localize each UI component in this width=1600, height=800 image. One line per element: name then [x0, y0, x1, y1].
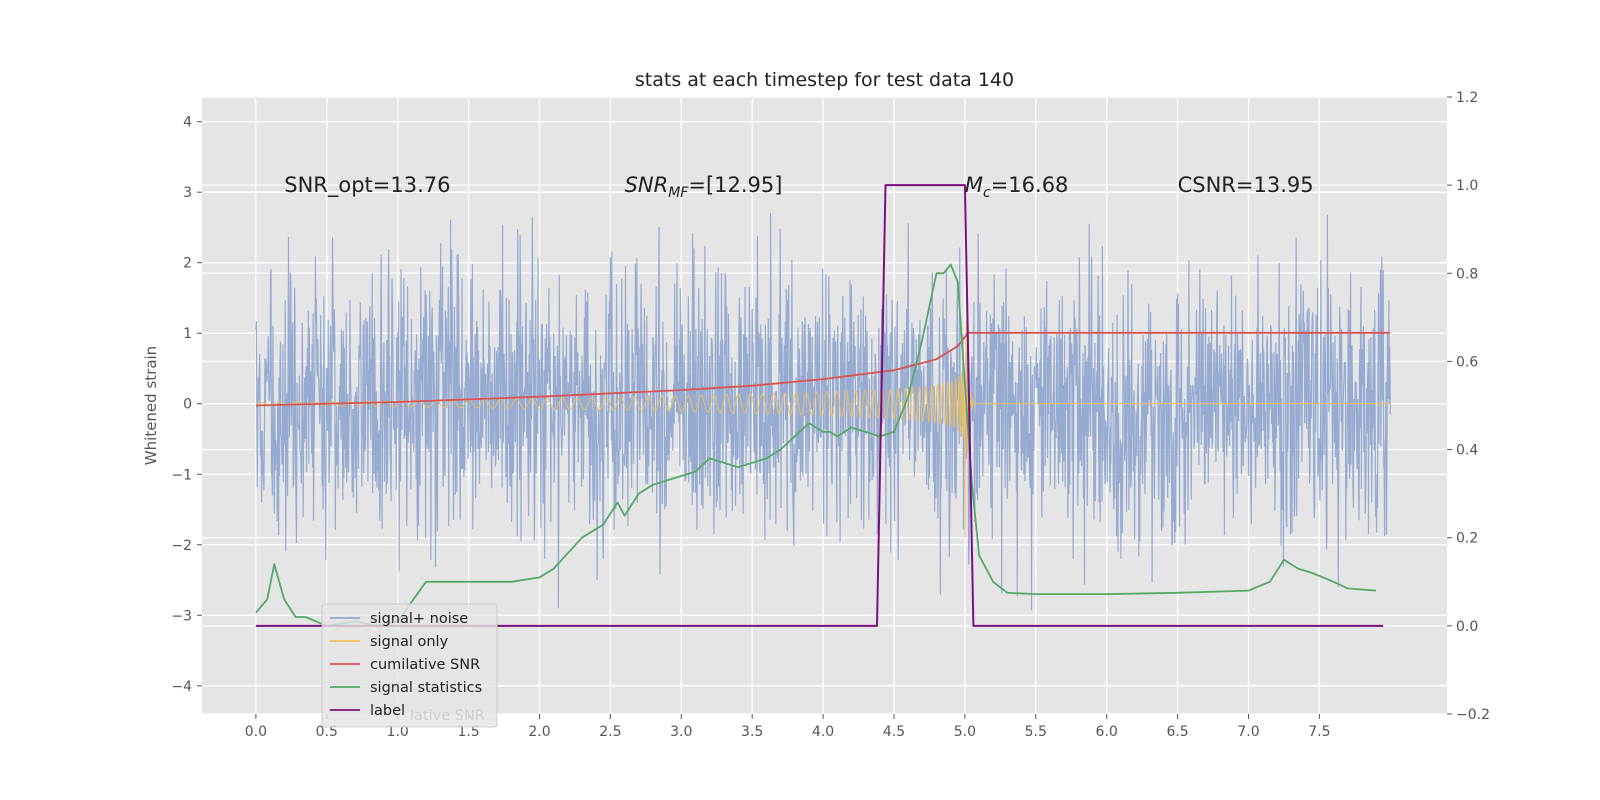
- y-tick-label: 1: [183, 326, 192, 342]
- x-axis: 0.0 0.5 1.0 1.5 2.0 2.5 3.0 3.5 4.0 4.5 5.0 5.5 6.0 6…: [245, 714, 1331, 740]
- x-tick-label: 6.5: [1166, 724, 1188, 740]
- x-tick-label: 4.0: [812, 724, 834, 740]
- x-tick-label: 1.5: [457, 724, 479, 740]
- y2-tick-label: 1.2: [1456, 90, 1478, 106]
- annotation-3: Mc=16.68: [965, 173, 1069, 201]
- x-tick-label: 0.5: [316, 724, 338, 740]
- annotation-value: =[12.95]: [688, 173, 782, 197]
- legend-entry: signal+ noise: [370, 611, 468, 627]
- annotation-subscript: MF: [668, 185, 689, 201]
- x-tick-label: 2.5: [599, 724, 621, 740]
- legend-entry: signal statistics: [370, 680, 482, 696]
- legend-box: [321, 603, 498, 728]
- y-axis-right: −0.2 0.0 0.2 0.4 0.6 0.8 1.0 1.2: [1447, 90, 1490, 723]
- annotation-subscript: c: [983, 185, 991, 201]
- x-tick-label: 4.5: [883, 724, 905, 740]
- y2-tick-label: 0.8: [1456, 266, 1478, 282]
- y2-tick-label: 0.0: [1456, 619, 1478, 635]
- annotation-main: M: [965, 173, 983, 197]
- legend-entry: signal only: [370, 634, 449, 650]
- y-tick-label: 3: [183, 185, 192, 201]
- y-tick-label: 4: [183, 115, 192, 131]
- series-layer: [255, 184, 1391, 627]
- y-tick-label: −2: [171, 538, 192, 554]
- y2-tick-label: 0.6: [1456, 354, 1478, 370]
- y2-tick-label: −0.2: [1456, 707, 1490, 723]
- x-tick-label: 7.5: [1308, 724, 1330, 740]
- x-tick-label: 0.0: [245, 724, 267, 740]
- y2-tick-label: 1.0: [1456, 178, 1478, 194]
- y-tick-label: 2: [183, 256, 192, 272]
- y-tick-label: 0: [183, 397, 192, 413]
- x-tick-label: 5.0: [954, 724, 976, 740]
- x-tick-label: 7.0: [1237, 724, 1259, 740]
- x-tick-label: 6.0: [1096, 724, 1118, 740]
- annotations: SNR_opt=13.76 SNRMF=[12.95] Mc=16.68 CSNR=1…: [284, 173, 1313, 201]
- y-tick-label: −1: [171, 467, 192, 483]
- series-signal-noise: [255, 212, 1391, 611]
- y-axis-left: −4 −3 −2 −1 0 1 2 3 4: [171, 115, 202, 695]
- legend-overlap-text-ghost: lative SNR: [410, 708, 485, 724]
- annotation-main: SNR: [625, 173, 669, 197]
- legend-entry: label: [370, 703, 405, 719]
- y2-tick-label: 0.4: [1456, 443, 1478, 459]
- legend-entry: cumilative SNR: [370, 657, 480, 673]
- y-axis-label: Whitened strain: [142, 346, 160, 465]
- annotation-4: CSNR=13.95: [1178, 173, 1314, 197]
- y-tick-label: −4: [171, 679, 192, 695]
- series-signal-statistics: [255, 263, 1377, 627]
- annotation-value: =16.68: [991, 173, 1069, 197]
- x-tick-label: 1.0: [387, 724, 409, 740]
- x-tick-label: 5.5: [1025, 724, 1047, 740]
- x-tick-label: 2.0: [528, 724, 550, 740]
- y2-tick-label: 0.2: [1456, 531, 1478, 547]
- annotation-2: SNRMF=[12.95]: [625, 173, 783, 201]
- x-tick-label: 3.5: [741, 724, 763, 740]
- x-tick-label: 3.0: [670, 724, 692, 740]
- annotation-1: SNR_opt=13.76: [284, 173, 450, 198]
- series-label: [255, 184, 1384, 627]
- series-signal-only: [255, 321, 1391, 538]
- chart-title: stats at each timestep for test data 140: [635, 69, 1014, 91]
- y-tick-label: −3: [171, 608, 192, 624]
